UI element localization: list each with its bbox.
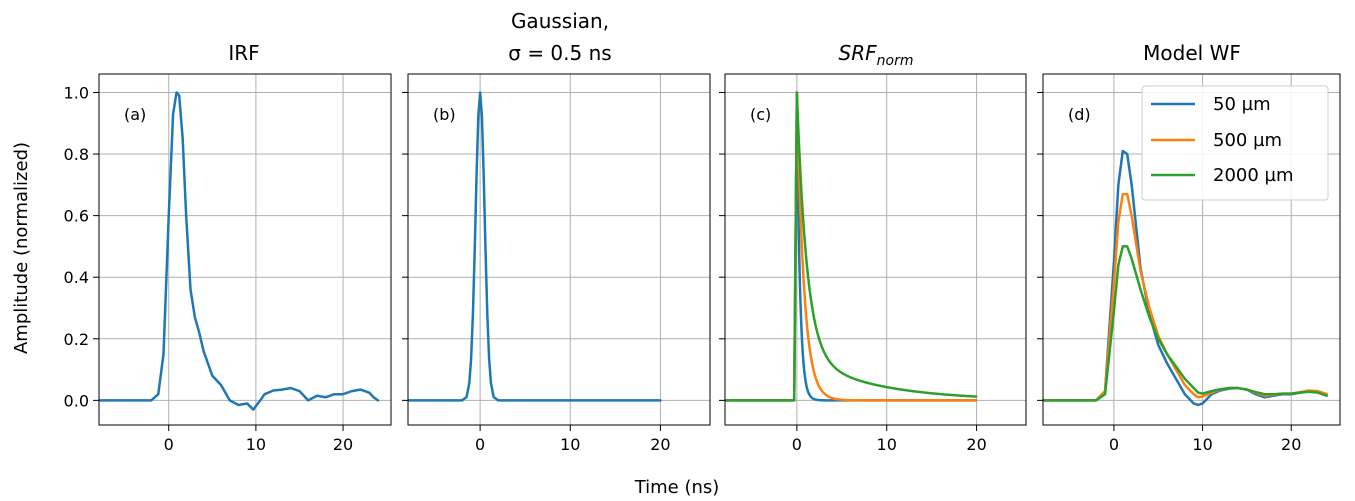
panel-c-title-main: SRF <box>839 41 878 65</box>
series-line-d-2 <box>1043 245 1328 402</box>
y-tick-label: 0.2 <box>64 330 89 349</box>
y-tick-label: 0.4 <box>64 268 89 287</box>
series-line-a-0 <box>99 91 380 411</box>
y-tick-label: 0.0 <box>64 391 89 410</box>
x-tick-label: 10 <box>246 435 266 454</box>
x-tick-label: 0 <box>792 435 802 454</box>
panel-a: 0 10 20 0.0 0.2 0.4 0.6 0.8 1.0 (a) <box>64 73 392 454</box>
axes-frame <box>1042 73 1341 426</box>
series-line-c-2 <box>725 91 978 402</box>
panel-label-b: (b) <box>433 105 456 124</box>
series-line-c-1 <box>725 91 978 402</box>
panel-c-title-sub: norm <box>877 53 914 69</box>
panel-d-title: Model WF <box>1143 41 1241 65</box>
panel-b: 0 10 20 (b) <box>402 73 711 454</box>
series-line-c-0 <box>725 91 978 402</box>
legend-box <box>1141 85 1329 201</box>
legend: 50 µm 500 µm 2000 µm <box>1141 85 1329 201</box>
x-tick-label: 10 <box>877 435 897 454</box>
panel-b-title-line1: Gaussian, <box>511 9 609 33</box>
x-tick-label: 20 <box>1281 435 1301 454</box>
panel-a-title: IRF <box>228 41 259 65</box>
panel-label-d: (d) <box>1068 105 1091 124</box>
x-tick-label: 10 <box>1192 435 1212 454</box>
series-line-d-1 <box>1043 192 1328 402</box>
axes-frame <box>724 73 1027 426</box>
legend-label-2000um: 2000 µm <box>1213 165 1294 186</box>
x-axis-label: Time (ns) <box>634 477 720 498</box>
x-tick-label: 0 <box>1109 435 1119 454</box>
y-axis-label: Amplitude (normalized) <box>11 142 32 354</box>
y-tick-label: 0.6 <box>64 207 89 226</box>
x-tick-label: 0 <box>475 435 485 454</box>
y-tick-label: 1.0 <box>64 83 89 102</box>
panel-label-a: (a) <box>124 105 146 124</box>
panel-c-title: SRFnorm <box>839 41 914 69</box>
x-tick-label: 20 <box>333 435 353 454</box>
axes-frame <box>407 73 711 426</box>
panel-b-title-line2: σ = 0.5 ns <box>508 41 611 65</box>
x-tick-label: 0 <box>164 435 174 454</box>
legend-label-500um: 500 µm <box>1213 130 1282 151</box>
panel-label-c: (c) <box>750 105 771 124</box>
series-line-b-0 <box>408 91 662 402</box>
legend-label-50um: 50 µm <box>1213 94 1271 115</box>
axes-frame <box>98 73 392 426</box>
x-tick-label: 20 <box>966 435 986 454</box>
panel-c: 0 10 20 (c) <box>719 73 1027 454</box>
x-tick-label: 20 <box>650 435 670 454</box>
x-tick-label: 10 <box>560 435 580 454</box>
y-tick-label: 0.8 <box>64 145 89 164</box>
